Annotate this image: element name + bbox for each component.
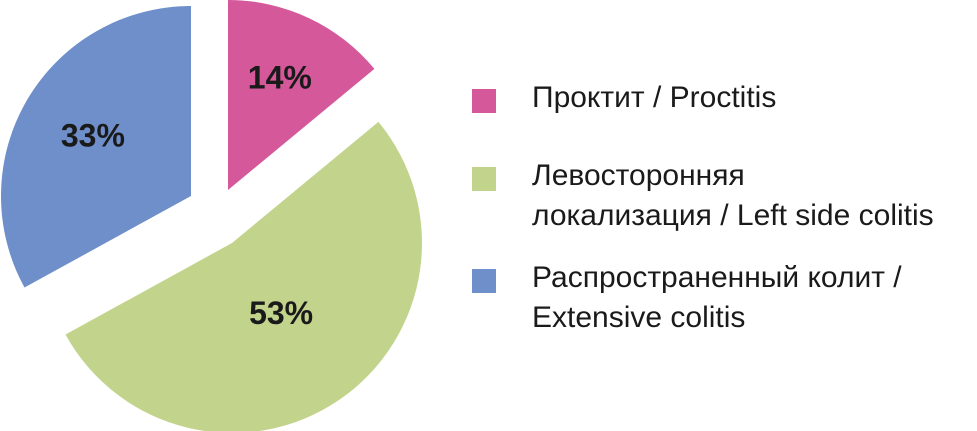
pie-slice-extensive-colitis (1, 6, 191, 288)
legend-item-proctitis: Проктит / Proctitis (472, 78, 972, 118)
pie-slice-proctitis (228, 0, 375, 190)
pie-chart: 14% 53% 33% (1, 0, 422, 431)
legend: Проктит / Proctitis Левосторонняя локали… (472, 78, 972, 360)
legend-swatch-left-side-colitis (472, 167, 496, 191)
legend-swatch-extensive-colitis (472, 269, 496, 293)
legend-label-proctitis: Проктит / Proctitis (532, 81, 777, 114)
legend-label-extensive-colitis: Распространенный колит / Extensive colit… (532, 261, 902, 334)
legend-label-left-side-colitis: Левосторонняя локализация / Left side co… (532, 159, 934, 232)
legend-item-left-side-colitis: Левосторонняя локализация / Left side co… (472, 156, 972, 236)
pie-slice-label-proctitis: 14% (248, 59, 312, 95)
pie-slice-label-extensive-colitis: 33% (61, 117, 125, 153)
pie-slice-left-side-colitis (65, 121, 422, 431)
legend-item-extensive-colitis: Распространенный колит / Extensive colit… (472, 258, 972, 338)
legend-swatch-proctitis (472, 89, 496, 113)
pie-slice-label-left-side-colitis: 53% (249, 295, 313, 331)
